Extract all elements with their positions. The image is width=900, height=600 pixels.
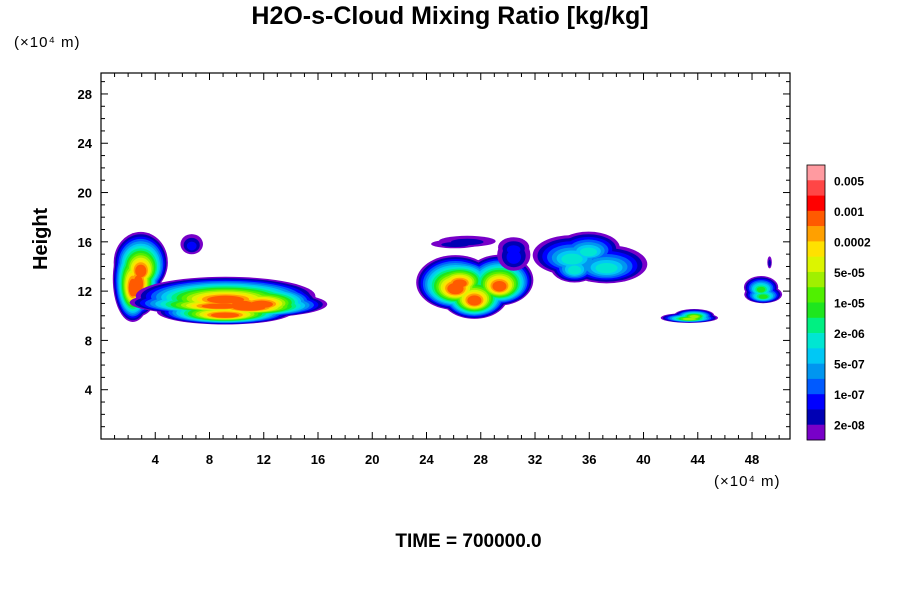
colorbar-swatch [807,241,825,257]
colorbar-swatch [807,210,825,227]
colorbar-swatch [807,378,825,395]
cloud-contour [201,303,239,309]
y-tick-label: 28 [78,87,92,102]
colorbar-label: 5e-05 [834,266,865,280]
cloud-contour [580,247,598,257]
cloud-contour [133,275,144,293]
x-tick-label: 8 [206,452,213,467]
time-label: TIME = 700000.0 [395,531,542,552]
colorbar-swatch [807,180,825,196]
colorbar-swatch [807,424,825,441]
colorbar-label: 0.0002 [834,235,871,249]
cloud-region [743,276,783,304]
x-tick-label: 12 [257,452,271,467]
y-axis-ticks: 4 8 12 16 20 24 28 [78,81,790,428]
y-tick-label: 8 [85,333,92,348]
colorbar: 0.005 0.001 0.0002 5e-05 1e-05 2e-06 5e-07 1e-0… [806,164,871,441]
cloud-region [660,308,718,323]
y-tick-label: 20 [78,186,92,201]
y-axis-unit: (×10⁴ m) [14,34,81,51]
cloud-contour [768,259,771,267]
x-tick-label: 44 [691,452,706,467]
x-tick-label: 32 [528,452,542,467]
colorbar-label: 0.005 [834,174,864,188]
cloud-contour [447,282,464,295]
cloud-region [532,231,648,284]
cloud-contour [210,312,240,318]
colorbar-swatch [807,256,825,273]
cloud-region [497,237,531,271]
cloud-contour [450,238,484,246]
colorbar-label: 2e-06 [834,327,865,341]
cloud-contour [756,286,766,293]
x-tick-label: 40 [636,452,650,467]
cloud-contour [206,295,245,304]
x-tick-label: 16 [311,452,325,467]
cloud-contour [758,294,768,299]
colorbar-swatch [807,287,825,303]
y-tick-label: 4 [85,383,93,398]
colorbar-frame [806,164,826,441]
colorbar-swatch [807,394,825,410]
colorbar-swatch [807,195,825,212]
cloud-region [416,254,534,319]
colorbar-label: 1e-07 [834,388,865,402]
colorbar-swatch [807,333,825,349]
y-tick-label: 12 [78,284,92,299]
cloud-contour [467,295,482,306]
colorbar-label: 5e-07 [834,358,865,372]
cloud-region [431,235,496,249]
cloud-contour [561,253,583,265]
plot-frame [100,72,791,440]
colorbar-swatch [807,409,825,426]
x-axis-unit: (×10⁴ m) [714,473,781,490]
cloud-contour [186,241,197,251]
y-tick-label: 24 [78,136,93,151]
cloud-contour [231,300,254,309]
y-tick-label: 16 [78,235,92,250]
colorbar-swatch [807,317,825,334]
cloud-contour [595,262,618,274]
cloud-contour [689,315,699,319]
colorbar-swatch [807,348,825,364]
colorbar-label: 2e-08 [834,419,865,433]
x-axis-ticks: 4 8 12 16 20 24 28 32 36 40 44 48 [114,73,780,467]
colorbar-swatch [807,363,825,380]
x-tick-label: 4 [152,452,160,467]
colorbar-swatch [807,226,825,242]
x-tick-label: 20 [365,452,379,467]
x-tick-label: 48 [745,452,759,467]
cloud-contour [135,264,147,278]
cloud-contour [492,280,507,292]
cloud-region [129,276,328,325]
cloud-region [180,234,203,255]
colorbar-swatch [807,165,825,181]
cloud-region [767,256,772,269]
chart-title: H2O-s-Cloud Mixing Ratio [kg/kg] [251,2,649,30]
cloud-contour [506,250,521,264]
cloud-contour [250,300,273,308]
colorbar-label: 1e-05 [834,297,865,311]
cloud-field [112,231,783,325]
x-tick-label: 28 [474,452,488,467]
cloud-contour [567,265,582,275]
cloud-contour [682,317,696,321]
colorbar-label: 0.001 [834,205,864,219]
x-tick-label: 24 [419,452,434,467]
colorbar-swatch [807,302,825,319]
colorbar-swatch [807,271,825,288]
x-tick-label: 36 [582,452,596,467]
